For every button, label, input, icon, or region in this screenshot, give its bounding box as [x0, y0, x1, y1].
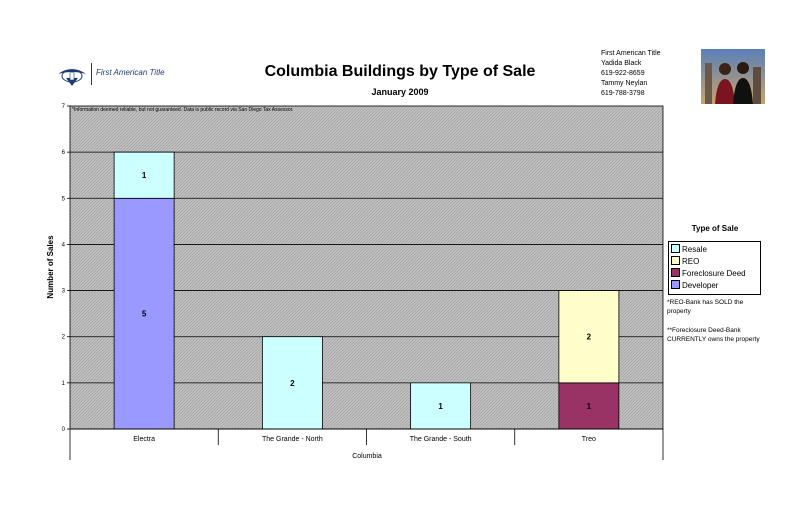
y-tick-label: 1 [62, 381, 66, 387]
bar-segment [558, 290, 620, 384]
note-foreclosure: **Foreclosure Deed-Bank CURRENTLY owns t… [667, 327, 760, 343]
legend-item-resale: Resale [671, 244, 707, 254]
bar-segment [410, 382, 472, 430]
contact-company: First American Title [601, 50, 661, 57]
legend-item-reo: REO [671, 256, 699, 266]
logo-divider [91, 63, 92, 85]
contact-block: First American Title Yadida Black 619-92… [601, 49, 661, 99]
logo-company-name: First American Title [96, 68, 165, 77]
x-category-label: The Grande - North [262, 436, 323, 443]
y-tick-label: 7 [62, 104, 66, 110]
chart-title: Columbia Buildings by Type of Sale [264, 63, 536, 80]
bar-data-label: 1 [438, 402, 443, 411]
bar-data-label: 2 [290, 379, 295, 388]
bar-segment [261, 336, 323, 430]
data-disclaimer: *Information deemed reliable, but not gu… [72, 107, 293, 113]
first-american-eagle-logo [58, 69, 86, 86]
agents-photo [701, 49, 765, 104]
bar-data-label: 1 [587, 402, 592, 411]
y-tick-label: 5 [62, 196, 66, 202]
y-tick-label: 4 [62, 242, 66, 248]
y-tick-label: 0 [62, 427, 66, 433]
legend-label-developer: Developer [682, 281, 719, 290]
y-tick-label: 3 [62, 289, 66, 295]
legend-title: Type of Sale [691, 224, 739, 233]
x-axis-label: Columbia [352, 453, 382, 460]
legend-swatch-developer [671, 280, 680, 289]
bar-data-label: 2 [587, 333, 592, 342]
contact-name-1: Yadida Black [601, 60, 642, 67]
contact-phone-1: 619-922-8659 [601, 70, 645, 77]
contact-name-2: Tammy Neylan [601, 80, 648, 87]
bar-data-label: 5 [142, 310, 147, 319]
legend-label-reo: REO [682, 257, 700, 266]
bar-segment [558, 382, 620, 430]
y-tick-label: 6 [62, 150, 66, 156]
legend-item-developer: Developer [671, 280, 718, 290]
legend-swatch-resale [671, 244, 680, 253]
legend-swatch-reo [671, 256, 680, 265]
note-reo: *REO-Bank has SOLD the property [667, 299, 744, 315]
bar-segment [113, 151, 175, 199]
chart-subtitle: January 2009 [371, 87, 429, 97]
y-axis-label: Number of Sales [46, 235, 55, 299]
bar-segment [113, 197, 175, 430]
bar-data-label: 1 [142, 171, 147, 180]
legend-label-foreclosure-deed: Foreclosure Deed [682, 269, 746, 278]
legend-label-resale: Resale [682, 245, 707, 254]
x-category-label: Electra [133, 436, 155, 443]
contact-phone-2: 619-788-3798 [601, 90, 645, 97]
legend: Resale REO Foreclosure Deed Developer [668, 241, 761, 295]
legend-item-foreclosure-deed: Foreclosure Deed [671, 268, 746, 278]
x-category-label: Treo [582, 436, 596, 443]
legend-swatch-foreclosure-deed [671, 268, 680, 277]
y-tick-label: 2 [62, 335, 66, 341]
x-category-label: The Grande - South [410, 436, 472, 443]
